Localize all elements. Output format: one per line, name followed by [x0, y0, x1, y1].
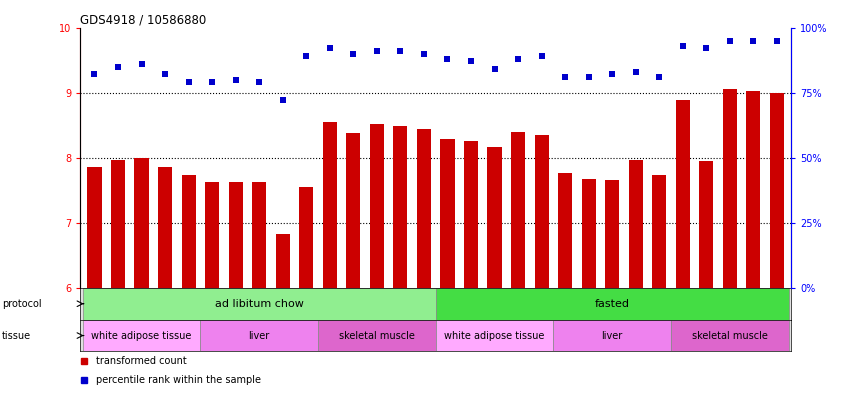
Point	[370, 48, 383, 54]
Text: GDS4918 / 10586880: GDS4918 / 10586880	[80, 13, 206, 26]
Text: liver: liver	[602, 331, 623, 341]
Point	[511, 55, 525, 62]
Bar	[441, 140, 454, 288]
Bar	[605, 180, 619, 288]
Bar	[436, 288, 788, 320]
Point	[206, 79, 219, 85]
Text: percentile rank within the sample: percentile rank within the sample	[96, 375, 261, 385]
Bar	[417, 129, 431, 288]
Bar	[111, 160, 125, 288]
Point	[441, 55, 454, 62]
Bar	[676, 100, 689, 288]
Point	[464, 58, 478, 64]
Bar	[87, 167, 102, 288]
Text: white adipose tissue: white adipose tissue	[91, 331, 192, 341]
Point	[417, 50, 431, 57]
Bar	[671, 320, 788, 351]
Bar	[487, 147, 502, 288]
Bar	[464, 141, 478, 288]
Point	[606, 71, 619, 77]
Point	[652, 74, 666, 80]
Point	[276, 97, 289, 103]
Point	[676, 42, 689, 49]
Bar	[228, 182, 243, 288]
Point	[182, 79, 195, 85]
Text: liver: liver	[249, 331, 270, 341]
Bar	[652, 175, 667, 288]
Bar	[158, 167, 172, 288]
Bar	[135, 158, 149, 288]
Bar	[318, 320, 436, 351]
Bar	[511, 132, 525, 288]
Bar	[83, 288, 436, 320]
Text: protocol: protocol	[2, 299, 41, 309]
Text: skeletal muscle: skeletal muscle	[339, 331, 415, 341]
Bar	[535, 135, 549, 288]
Point	[723, 37, 737, 44]
Point	[135, 61, 148, 67]
Bar	[276, 235, 290, 288]
Bar	[746, 91, 761, 288]
Point	[629, 69, 642, 75]
Text: white adipose tissue: white adipose tissue	[444, 331, 545, 341]
Point	[700, 45, 713, 51]
Bar	[299, 187, 313, 288]
Bar	[205, 182, 219, 288]
Point	[347, 50, 360, 57]
Bar	[436, 320, 553, 351]
Point	[770, 37, 783, 44]
Point	[299, 53, 313, 59]
Bar	[558, 173, 572, 288]
Point	[252, 79, 266, 85]
Bar	[322, 122, 337, 288]
Bar	[201, 320, 318, 351]
Point	[158, 71, 172, 77]
Point	[488, 66, 502, 72]
Point	[323, 45, 337, 51]
Text: skeletal muscle: skeletal muscle	[692, 331, 768, 341]
Bar	[629, 160, 643, 288]
Text: transformed count: transformed count	[96, 356, 187, 366]
Bar	[770, 93, 784, 288]
Bar	[722, 89, 737, 288]
Point	[393, 48, 407, 54]
Text: fasted: fasted	[595, 299, 629, 309]
Point	[88, 71, 102, 77]
Point	[746, 37, 760, 44]
Point	[582, 74, 596, 80]
Bar	[182, 175, 195, 288]
Point	[558, 74, 572, 80]
Point	[112, 63, 125, 70]
Bar	[393, 127, 408, 288]
Bar	[370, 124, 384, 288]
Bar	[346, 133, 360, 288]
Bar	[252, 182, 266, 288]
Bar	[700, 161, 713, 288]
Text: ad libitum chow: ad libitum chow	[215, 299, 304, 309]
Bar	[581, 179, 596, 288]
Point	[229, 76, 243, 83]
Bar	[553, 320, 671, 351]
Point	[535, 53, 548, 59]
Bar	[83, 320, 201, 351]
Text: tissue: tissue	[2, 331, 30, 341]
